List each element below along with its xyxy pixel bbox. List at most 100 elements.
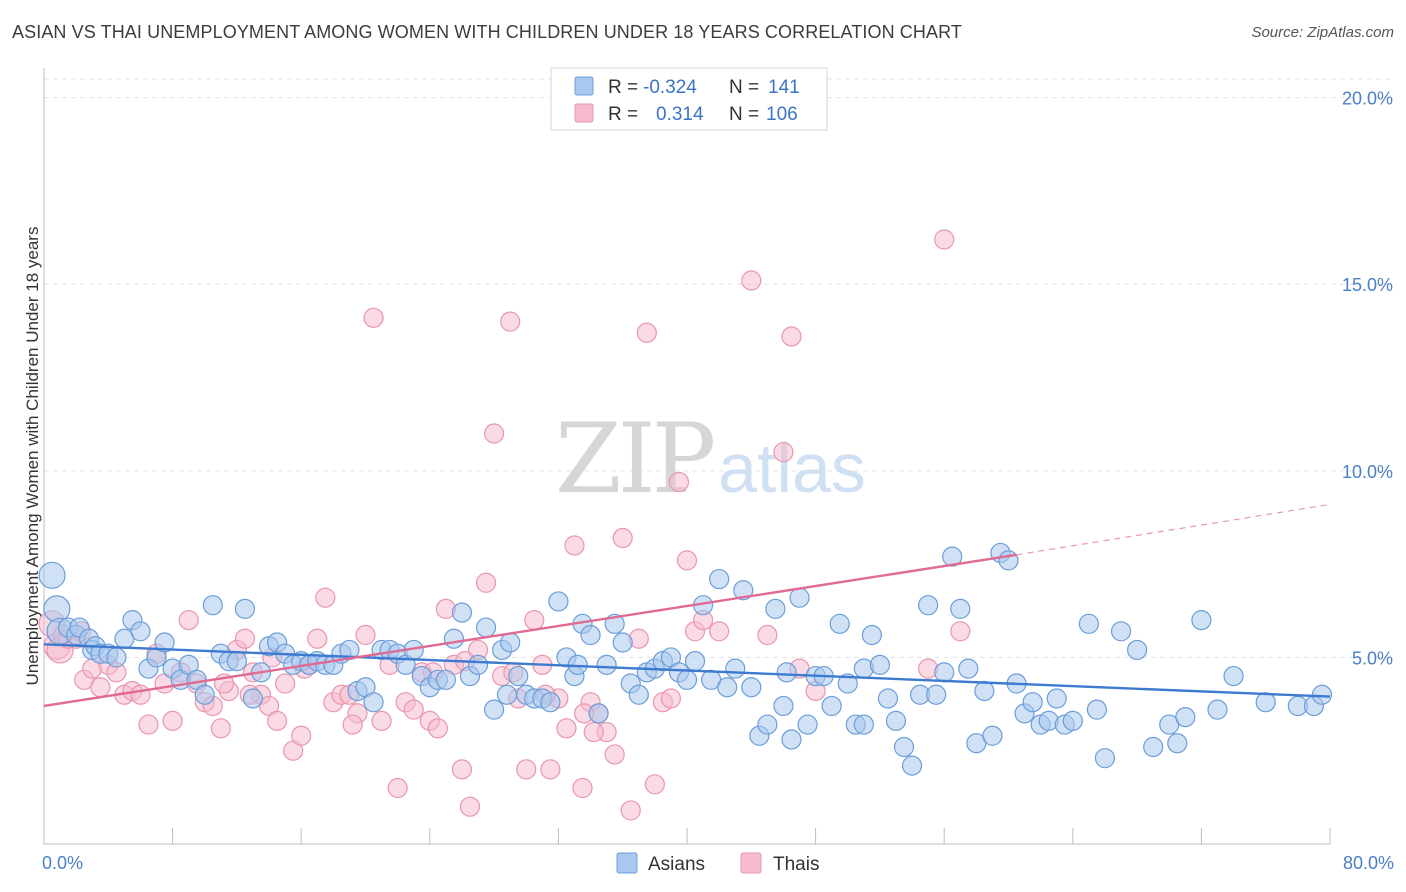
thai-point <box>516 759 537 780</box>
asian-point <box>918 595 939 616</box>
asian-point <box>1143 736 1164 758</box>
asian-point <box>869 654 891 675</box>
asian-point <box>363 692 384 713</box>
asian-point <box>106 647 127 668</box>
thai-point <box>451 759 473 780</box>
asian-trend-line <box>43 643 1331 698</box>
thai-point <box>475 572 497 593</box>
legend-swatch-asians <box>574 76 594 96</box>
asian-point <box>496 684 518 705</box>
asian-point <box>942 546 963 567</box>
thai-point <box>90 677 111 698</box>
asian-point <box>435 669 456 690</box>
chart-title: ASIAN VS THAI UNEMPLOYMENT AMONG WOMEN W… <box>12 22 962 42</box>
asian-point <box>974 680 995 702</box>
legend-r-value-thais: 0.314 <box>656 104 704 125</box>
y-tick-label: 5.0% <box>1352 648 1393 668</box>
thai-point <box>660 688 682 709</box>
thai-point <box>676 550 698 571</box>
asian-point <box>500 632 521 653</box>
thai-point <box>709 621 730 642</box>
asian-point <box>821 695 842 717</box>
asian-point <box>717 677 738 698</box>
asian-point <box>733 580 754 601</box>
thai-point <box>781 326 802 347</box>
asian-point <box>725 658 746 679</box>
thai-trend-line-extension <box>1016 503 1331 556</box>
thai-points <box>38 229 971 821</box>
thai-point <box>275 673 296 694</box>
asian-point <box>242 688 264 709</box>
asian-point <box>1175 707 1196 728</box>
thai-point <box>178 609 199 631</box>
asian-point <box>776 662 797 683</box>
asian-point <box>467 654 489 675</box>
source-label: Source: ZipAtlas.com <box>1251 24 1394 41</box>
asian-point <box>950 598 971 620</box>
asian-point <box>934 662 955 683</box>
thai-point <box>266 710 288 731</box>
asian-point <box>765 598 786 620</box>
asian-point <box>1191 609 1212 631</box>
asian-point <box>1110 621 1132 642</box>
y-tick-labels: 5.0% 10.0% 15.0% 20.0% <box>1342 89 1393 669</box>
thai-point <box>540 759 561 780</box>
asian-point <box>789 587 810 608</box>
asian-point <box>596 654 617 675</box>
y-tick-label: 10.0% <box>1342 462 1393 482</box>
asian-points <box>38 542 1333 776</box>
asian-point <box>1255 692 1276 713</box>
bottom-legend: Asians Thais <box>616 852 819 875</box>
thai-point <box>484 423 505 444</box>
asian-point <box>443 628 465 649</box>
asian-point <box>1046 688 1067 709</box>
asian-point <box>853 714 874 735</box>
asian-point <box>998 550 1019 571</box>
x-tick-label-max: 80.0% <box>1343 853 1394 873</box>
thai-point <box>556 718 577 739</box>
thai-point <box>315 587 336 608</box>
legend-frame <box>550 67 828 131</box>
legend-r-value-asians: -0.324 <box>643 77 697 98</box>
thai-point <box>934 229 955 250</box>
asian-point <box>1022 692 1043 713</box>
watermark-zip: ZIP <box>555 403 714 515</box>
thai-point <box>459 796 481 817</box>
y-tick-label: 15.0% <box>1342 275 1393 295</box>
legend-box: R = -0.324 N = 141 R = 0.314 N = 106 <box>550 67 828 131</box>
asian-point <box>901 755 923 776</box>
asian-point <box>1223 665 1244 687</box>
asian-point <box>540 692 561 713</box>
x-ticks <box>43 828 1331 844</box>
asian-point <box>676 669 698 690</box>
asian-point <box>154 632 175 653</box>
thai-point <box>583 721 604 743</box>
asian-point <box>958 658 979 679</box>
asian-point <box>484 699 505 720</box>
asian-point <box>202 595 223 616</box>
thai-point <box>564 535 585 556</box>
asian-point <box>612 632 633 653</box>
legend-n-label-thais: N = <box>729 104 759 125</box>
asian-point <box>741 677 762 698</box>
asian-point <box>226 651 247 672</box>
thai-point <box>342 714 363 735</box>
watermark-atlas: atlas <box>718 429 866 507</box>
legend-n-value-thais: 106 <box>766 104 798 125</box>
asian-point <box>130 621 151 642</box>
thai-point <box>363 307 384 328</box>
thai-point <box>757 624 778 646</box>
thai-point <box>524 609 545 631</box>
thai-point <box>572 777 593 799</box>
legend-swatch-thais <box>574 103 594 123</box>
thai-point <box>371 710 392 731</box>
asian-point <box>588 703 609 724</box>
legend-n-label-asians: N = <box>729 77 759 98</box>
thai-point <box>612 527 633 549</box>
thai-point <box>773 442 794 463</box>
asian-point <box>684 651 706 672</box>
trend-lines <box>43 503 1331 708</box>
asian-point <box>797 714 818 735</box>
asian-point <box>757 714 778 735</box>
asian-point <box>1126 639 1148 661</box>
